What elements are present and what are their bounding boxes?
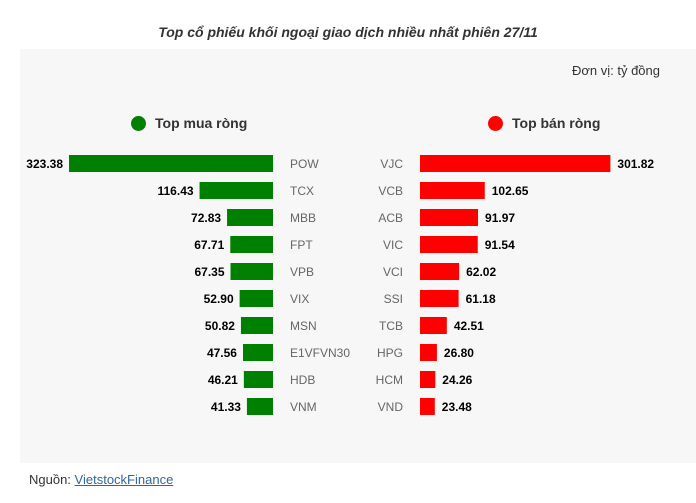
buy-category-label: MBB [290,211,316,225]
sell-category-label: ACB [378,211,403,225]
buy-value-label: 46.21 [208,373,238,387]
legend-buy: Top mua ròng [131,115,247,131]
sell-category-label: VCB [378,184,403,198]
sell-value-label: 26.80 [444,346,474,360]
legend-buy-label: Top mua ròng [155,115,248,131]
sell-category-label: VIC [383,238,403,252]
sell-category-label: HPG [377,346,403,360]
buy-value-label: 50.82 [205,319,235,333]
sell-bar-SSI [420,290,459,307]
source-label: Nguồn: [29,472,75,487]
buy-bar-HDB [243,371,273,388]
sell-value-label: 301.82 [617,157,654,171]
buy-category-label: POW [290,157,319,171]
sell-bar-HCM [420,371,436,388]
sell-value-label: 61.18 [466,292,496,306]
buy-category-label: VPB [290,265,314,279]
buy-category-label: TCX [290,184,314,198]
buy-category-label: MSN [290,319,317,333]
sell-bar-ACB [420,209,479,226]
unit-label: Đơn vị: tỷ đồng [571,63,660,78]
buy-bar-TCX [199,182,273,199]
sell-value-label: 91.54 [485,238,515,252]
buy-value-label: 323.38 [26,157,63,171]
sell-category-label: VJC [380,157,403,171]
sell-value-label: 91.97 [485,211,515,225]
source-link[interactable]: VietstockFinance [74,472,174,487]
red-dot-icon [488,115,503,131]
source-footer: Nguồn: VietstockFinance [29,472,173,487]
sell-value-label: 62.02 [466,265,496,279]
buy-bar-E1VFVN30 [242,344,273,361]
sell-bar-VCB [420,182,485,199]
buy-bar-MBB [227,209,273,226]
sell-bar-VCI [420,263,460,280]
legend-sell: Top bán ròng [488,115,600,131]
buy-bar-FPT [230,236,273,253]
legend-sell-label: Top bán ròng [512,115,601,131]
buy-category-label: FPT [290,238,313,252]
sell-bar-VJC [420,155,611,172]
sell-category-label: SSI [384,292,403,306]
buy-category-label: E1VFVN30 [290,346,350,360]
sell-bar-TCB [420,317,447,334]
sell-category-label: VCI [383,265,403,279]
sell-value-label: 42.51 [454,319,484,333]
sell-category-label: VND [378,400,404,414]
buy-category-label: HDB [290,373,315,387]
buy-value-label: 116.43 [158,184,194,198]
buy-value-label: 47.56 [207,346,237,360]
sell-value-label: 24.26 [442,373,472,387]
buy-bar-MSN [240,317,273,334]
buy-bar-VPB [230,263,273,280]
green-dot-icon [131,115,146,131]
sell-value-label: 23.48 [442,400,472,414]
sell-bar-VIC [420,236,478,253]
buy-bar-VNM [246,398,273,415]
buy-value-label: 52.90 [204,292,234,306]
buy-value-label: 72.83 [191,211,221,225]
buy-bar-VIX [239,290,273,307]
sell-category-label: HCM [376,373,403,387]
sell-bar-HPG [420,344,437,361]
sell-value-label: 102.65 [492,184,529,198]
buy-value-label: 67.35 [194,265,224,279]
buy-value-label: 67.71 [194,238,224,252]
sell-bar-VND [420,398,435,415]
buy-bar-POW [69,155,273,172]
sell-category-label: TCB [379,319,403,333]
chart-title: Top cổ phiếu khối ngoại giao dịch nhiều … [158,24,538,40]
buy-category-label: VNM [290,400,317,414]
buy-value-label: 41.33 [211,400,241,414]
buy-category-label: VIX [290,292,309,306]
